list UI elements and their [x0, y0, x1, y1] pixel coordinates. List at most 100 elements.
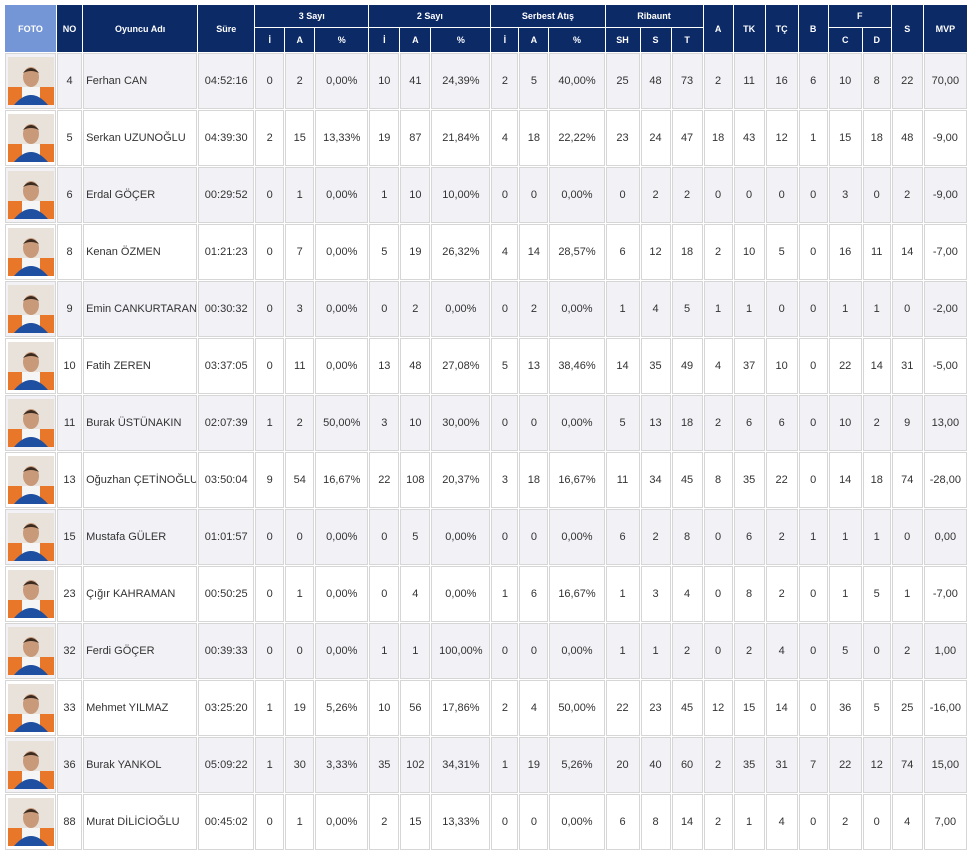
stat-cell: 18 — [671, 395, 703, 451]
stat-cell: 2 — [671, 623, 703, 679]
stat-cell: 0,00% — [315, 53, 369, 109]
player-name: Ferhan CAN — [83, 53, 198, 109]
stat-cell: 12 — [640, 224, 671, 280]
stat-cell: 2 — [828, 794, 862, 850]
stat-cell: 48 — [891, 110, 923, 166]
stat-cell: 73 — [671, 53, 703, 109]
player-name: Murat DİLİCİOĞLU — [83, 794, 198, 850]
stat-cell: -7,00 — [923, 224, 967, 280]
stat-cell: 5 — [862, 680, 891, 736]
player-name: Emin CANKURTARAN — [83, 281, 198, 337]
stat-cell: 13 — [57, 452, 83, 508]
stat-cell: 19 — [285, 680, 315, 736]
photo-cell — [5, 224, 57, 280]
stat-cell: 0,00% — [431, 566, 491, 622]
stat-cell: 50,00% — [549, 680, 605, 736]
stat-cell: 0 — [891, 509, 923, 565]
stat-cell: 24,39% — [431, 53, 491, 109]
stat-cell: 5 — [400, 509, 431, 565]
stat-cell: 15 — [733, 680, 765, 736]
stat-cell: 6 — [605, 224, 640, 280]
player-photo — [7, 456, 54, 504]
subheader-row: İ A% İ A% İ A% SH S T C D — [5, 28, 967, 52]
stat-cell: 22 — [891, 53, 923, 109]
stat-cell: 8 — [57, 224, 83, 280]
player-photo — [7, 399, 54, 447]
stat-cell: 11 — [285, 338, 315, 394]
player-row: 15 Mustafa GÜLER 01:01:57 0 0 0,00% 0 5 0,00% 0 0 0… — [5, 509, 967, 565]
stat-cell: 2 — [862, 395, 891, 451]
stat-cell: 5,26% — [549, 737, 605, 793]
subheader-cell: A — [285, 28, 315, 52]
stat-cell: 60 — [671, 737, 703, 793]
stat-cell: 30,00% — [431, 395, 491, 451]
stat-cell: 43 — [733, 110, 765, 166]
stat-cell: 16 — [765, 53, 798, 109]
stat-cell: 36 — [57, 737, 83, 793]
stat-cell: 10,00% — [431, 167, 491, 223]
stat-cell: 18 — [519, 452, 549, 508]
stat-cell: 0,00% — [315, 566, 369, 622]
stat-cell: 22 — [605, 680, 640, 736]
stat-cell: 13,33% — [315, 110, 369, 166]
stat-cell: 01:01:57 — [198, 509, 255, 565]
photo-cell — [5, 281, 57, 337]
stat-cell: 1 — [605, 623, 640, 679]
stat-cell: 26,32% — [431, 224, 491, 280]
stat-cell: 11 — [605, 452, 640, 508]
stat-cell: 5 — [605, 395, 640, 451]
stat-cell: 0,00% — [431, 281, 491, 337]
stat-cell: 88 — [57, 794, 83, 850]
stat-cell: 108 — [400, 452, 431, 508]
stat-cell: -7,00 — [923, 566, 967, 622]
photo-cell — [5, 680, 57, 736]
stat-cell: 1 — [733, 281, 765, 337]
stat-cell: 2 — [640, 167, 671, 223]
stat-cell: 0 — [519, 623, 549, 679]
player-name: Ferdi GÖÇER — [83, 623, 198, 679]
stat-cell: 0,00% — [431, 509, 491, 565]
stat-cell: 0 — [369, 566, 400, 622]
stat-cell: 15 — [828, 110, 862, 166]
stat-cell: 6 — [798, 53, 828, 109]
stat-cell: 00:39:33 — [198, 623, 255, 679]
subheader-cell: SH — [605, 28, 640, 52]
stat-cell: 6 — [733, 509, 765, 565]
player-name: Erdal GÖÇER — [83, 167, 198, 223]
stat-cell: 3 — [285, 281, 315, 337]
stat-cell: 2 — [491, 680, 519, 736]
subheader-cell: % — [549, 28, 605, 52]
stat-cell: 2 — [640, 509, 671, 565]
header-cell: S — [891, 5, 923, 52]
stat-cell: 0 — [519, 509, 549, 565]
stat-cell: 6 — [605, 509, 640, 565]
player-name: Kenan ÖZMEN — [83, 224, 198, 280]
header-cell: MVP — [923, 5, 967, 52]
stats-table: FOTO NO Oyuncu Adı Süre 3 Sayı 2 Sayı Se… — [4, 4, 968, 851]
table-header: FOTO NO Oyuncu Adı Süre 3 Sayı 2 Sayı Se… — [5, 5, 967, 52]
header-group: 3 Sayı — [255, 5, 369, 27]
stat-cell: 14 — [891, 224, 923, 280]
stat-cell: 3 — [491, 452, 519, 508]
stat-cell: 0,00% — [315, 167, 369, 223]
stat-cell: 4 — [491, 224, 519, 280]
stat-cell: 2 — [491, 53, 519, 109]
stat-cell: 70,00 — [923, 53, 967, 109]
stat-cell: 5,26% — [315, 680, 369, 736]
player-photo — [7, 513, 54, 561]
stat-cell: 14 — [765, 680, 798, 736]
header-cell: NO — [57, 5, 83, 52]
stat-cell: 10 — [57, 338, 83, 394]
stat-cell: 16,67% — [549, 566, 605, 622]
stat-cell: 30 — [285, 737, 315, 793]
stat-cell: 0 — [605, 167, 640, 223]
subheader-cell: T — [671, 28, 703, 52]
subheader-cell: % — [431, 28, 491, 52]
stat-cell: 0 — [798, 452, 828, 508]
stat-cell: 00:30:32 — [198, 281, 255, 337]
stat-cell: 01:21:23 — [198, 224, 255, 280]
stat-cell: 4 — [57, 53, 83, 109]
stat-cell: 0 — [255, 167, 285, 223]
stat-cell: 3,33% — [315, 737, 369, 793]
stat-cell: 1 — [733, 794, 765, 850]
